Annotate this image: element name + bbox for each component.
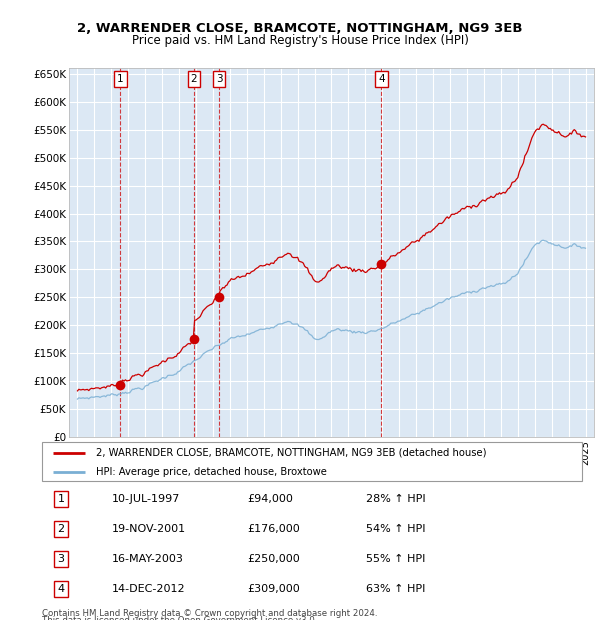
Text: 14-DEC-2012: 14-DEC-2012 (112, 585, 186, 595)
Text: 28% ↑ HPI: 28% ↑ HPI (366, 494, 425, 503)
Text: 2, WARRENDER CLOSE, BRAMCOTE, NOTTINGHAM, NG9 3EB: 2, WARRENDER CLOSE, BRAMCOTE, NOTTINGHAM… (77, 22, 523, 35)
Text: 4: 4 (378, 74, 385, 84)
Text: £309,000: £309,000 (247, 585, 300, 595)
Text: 16-MAY-2003: 16-MAY-2003 (112, 554, 184, 564)
Text: 1: 1 (117, 74, 124, 84)
Text: £94,000: £94,000 (247, 494, 293, 503)
Text: Price paid vs. HM Land Registry's House Price Index (HPI): Price paid vs. HM Land Registry's House … (131, 34, 469, 47)
Text: This data is licensed under the Open Government Licence v3.0.: This data is licensed under the Open Gov… (42, 616, 317, 620)
Text: 2, WARRENDER CLOSE, BRAMCOTE, NOTTINGHAM, NG9 3EB (detached house): 2, WARRENDER CLOSE, BRAMCOTE, NOTTINGHAM… (96, 448, 487, 458)
Text: 3: 3 (216, 74, 223, 84)
FancyBboxPatch shape (42, 442, 582, 481)
Text: 1: 1 (58, 494, 64, 503)
Text: 19-NOV-2001: 19-NOV-2001 (112, 524, 187, 534)
Text: HPI: Average price, detached house, Broxtowe: HPI: Average price, detached house, Brox… (96, 467, 327, 477)
Text: 63% ↑ HPI: 63% ↑ HPI (366, 585, 425, 595)
Text: 54% ↑ HPI: 54% ↑ HPI (366, 524, 425, 534)
Text: 2: 2 (191, 74, 197, 84)
Text: Contains HM Land Registry data © Crown copyright and database right 2024.: Contains HM Land Registry data © Crown c… (42, 609, 377, 618)
Text: 10-JUL-1997: 10-JUL-1997 (112, 494, 181, 503)
Text: 2: 2 (58, 524, 64, 534)
Text: £250,000: £250,000 (247, 554, 300, 564)
Text: 55% ↑ HPI: 55% ↑ HPI (366, 554, 425, 564)
Text: 4: 4 (58, 585, 64, 595)
Text: 3: 3 (58, 554, 64, 564)
Text: £176,000: £176,000 (247, 524, 300, 534)
